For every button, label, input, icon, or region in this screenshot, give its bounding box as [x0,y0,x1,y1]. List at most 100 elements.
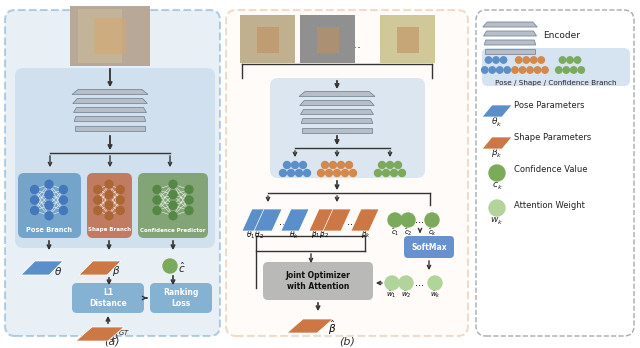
Text: $\hat{\beta}_1\hat{\beta}_2$: $\hat{\beta}_1\hat{\beta}_2$ [311,225,329,241]
Polygon shape [482,105,512,117]
Polygon shape [301,110,374,114]
Circle shape [105,201,113,209]
Circle shape [428,276,442,290]
Circle shape [489,165,505,181]
Circle shape [516,57,522,63]
Circle shape [31,185,38,193]
Circle shape [284,161,291,168]
Circle shape [493,57,499,63]
Circle shape [169,212,177,220]
Text: $\hat{\theta}_k$: $\hat{\theta}_k$ [492,113,503,129]
Text: $\hat{\beta}$: $\hat{\beta}$ [328,319,336,337]
Polygon shape [483,31,536,36]
Circle shape [169,180,177,188]
Text: ...: ... [415,278,424,288]
Circle shape [105,212,113,220]
Circle shape [116,196,124,204]
Circle shape [497,67,503,73]
Circle shape [337,161,344,168]
Circle shape [163,259,177,273]
Polygon shape [281,209,309,231]
Circle shape [542,67,548,73]
Circle shape [349,169,356,176]
Polygon shape [485,49,535,54]
FancyBboxPatch shape [5,10,220,336]
Polygon shape [482,137,512,149]
Polygon shape [79,261,121,275]
Polygon shape [301,119,372,124]
Text: Encoder: Encoder [543,32,580,40]
Text: $\hat{\theta}$: $\hat{\theta}$ [54,262,62,278]
Circle shape [531,57,537,63]
Polygon shape [484,40,536,45]
Text: $\hat{c}_k$: $\hat{c}_k$ [492,178,502,192]
Circle shape [330,161,337,168]
Polygon shape [72,89,148,95]
Circle shape [401,213,415,227]
Circle shape [333,169,340,176]
Polygon shape [287,319,333,333]
Circle shape [105,191,113,199]
FancyBboxPatch shape [150,283,212,313]
Circle shape [512,67,518,73]
Polygon shape [302,127,372,133]
Text: $\hat{w}_2$: $\hat{w}_2$ [401,288,412,300]
Circle shape [153,206,161,214]
Circle shape [519,67,525,73]
Circle shape [300,161,307,168]
FancyBboxPatch shape [15,68,215,248]
Text: $\hat{\beta}_k$: $\hat{\beta}_k$ [491,144,503,160]
Circle shape [169,201,177,209]
FancyBboxPatch shape [226,10,468,336]
Text: $\hat{w}_k$: $\hat{w}_k$ [490,213,504,227]
Text: Confidence Predictor: Confidence Predictor [140,228,205,232]
Circle shape [94,185,102,193]
FancyBboxPatch shape [87,173,132,238]
Circle shape [385,276,399,290]
Circle shape [31,196,38,204]
Circle shape [504,67,511,73]
Circle shape [45,180,53,188]
Circle shape [321,161,328,168]
Circle shape [563,67,570,73]
FancyBboxPatch shape [270,78,425,178]
Circle shape [153,196,161,204]
Text: (b): (b) [339,337,355,347]
Polygon shape [73,98,147,103]
Text: Attention Weight: Attention Weight [514,200,585,209]
Circle shape [296,169,303,176]
Polygon shape [21,261,63,275]
Text: $\hat{c}_2$: $\hat{c}_2$ [404,226,412,238]
Text: $\hat{\theta}_1\hat{\theta}_2$: $\hat{\theta}_1\hat{\theta}_2$ [246,225,264,241]
Circle shape [60,206,67,214]
Circle shape [399,276,413,290]
Circle shape [378,161,385,168]
Circle shape [287,169,294,176]
Circle shape [185,185,193,193]
Circle shape [45,201,53,209]
Circle shape [374,169,381,176]
Circle shape [567,57,573,63]
Circle shape [425,213,439,227]
Text: ...: ... [350,39,362,52]
Text: Pose Branch: Pose Branch [26,227,72,233]
FancyBboxPatch shape [18,173,81,238]
Circle shape [31,206,38,214]
Polygon shape [75,126,145,130]
Text: Shape Branch: Shape Branch [88,228,131,232]
Circle shape [390,169,397,176]
Polygon shape [76,327,124,341]
Polygon shape [351,209,379,231]
Polygon shape [483,22,537,27]
Text: Confidence Value: Confidence Value [514,166,588,174]
Circle shape [45,191,53,199]
Circle shape [346,161,353,168]
Circle shape [303,169,310,176]
Polygon shape [300,101,374,105]
Circle shape [481,67,488,73]
Circle shape [326,169,333,176]
Circle shape [574,57,580,63]
Circle shape [280,169,287,176]
Circle shape [94,196,102,204]
Text: Ranking
Loss: Ranking Loss [163,288,198,308]
